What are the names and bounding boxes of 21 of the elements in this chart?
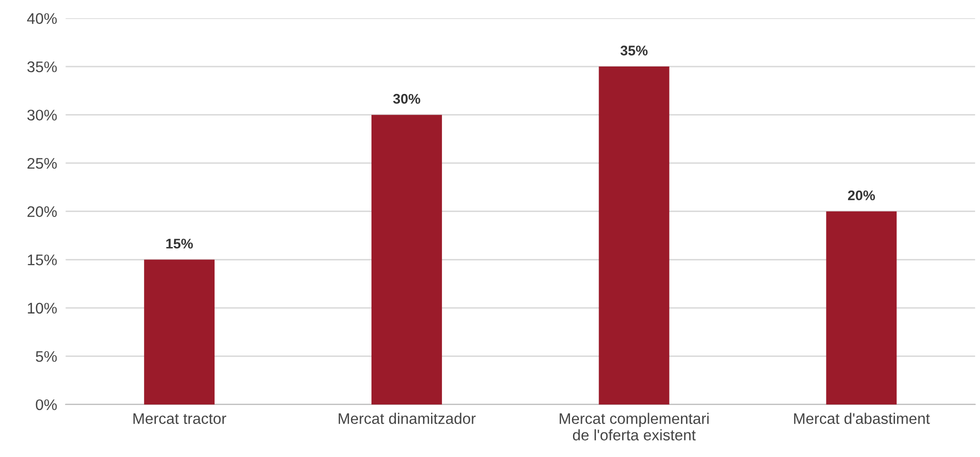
x-tick-label: Mercat tractor xyxy=(133,413,226,424)
x-tick-label: Mercat d'abastiment xyxy=(794,412,930,424)
y-tick-label: 20% xyxy=(28,206,57,218)
x-tick-label: Mercat dinamitzador xyxy=(338,412,476,424)
y-tick-label: 25% xyxy=(28,158,57,169)
data-label: 15% xyxy=(166,238,193,249)
y-tick-label: 30% xyxy=(27,110,57,121)
data-label: 30% xyxy=(393,94,420,104)
y-tick-label: 5% xyxy=(36,351,57,362)
y-tick-label: 35% xyxy=(27,61,57,72)
y-tick-label: 40% xyxy=(27,13,57,24)
data-label: 20% xyxy=(848,190,875,200)
y-tick-label: 15% xyxy=(28,254,57,266)
bar xyxy=(371,114,442,404)
y-tick-label: 0% xyxy=(36,399,57,410)
data-label: 35% xyxy=(620,46,648,56)
x-tick-label: Mercat complementari de l'oferta existent xyxy=(560,412,709,440)
bar xyxy=(826,211,897,404)
bar xyxy=(144,260,215,404)
bar xyxy=(598,66,670,404)
y-tick-label: 10% xyxy=(28,302,57,314)
